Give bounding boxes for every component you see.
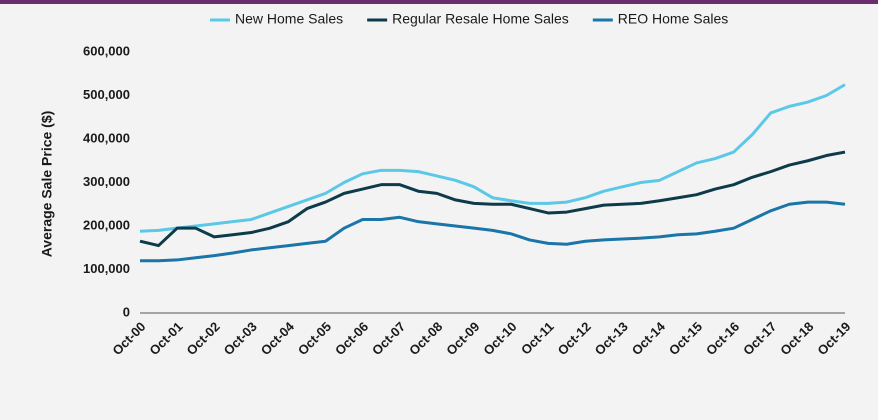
y-tick-label: 400,000 (83, 130, 130, 145)
y-tick-label: 600,000 (83, 43, 130, 58)
legend-label: REO Home Sales (618, 11, 728, 27)
y-axis-label: Average Sale Price ($) (39, 111, 55, 258)
top-border (0, 0, 878, 4)
y-tick-label: 100,000 (83, 261, 130, 276)
series-line (140, 200, 846, 263)
legend-label: Regular Resale Home Sales (392, 11, 569, 27)
series-line (139, 83, 846, 233)
series-line (139, 150, 846, 248)
legend-label: New Home Sales (235, 11, 343, 27)
y-tick-label: 200,000 (83, 217, 130, 232)
y-tick-label: 500,000 (83, 87, 130, 102)
y-tick-label: 300,000 (83, 174, 130, 189)
y-tick-label: 0 (123, 304, 130, 319)
